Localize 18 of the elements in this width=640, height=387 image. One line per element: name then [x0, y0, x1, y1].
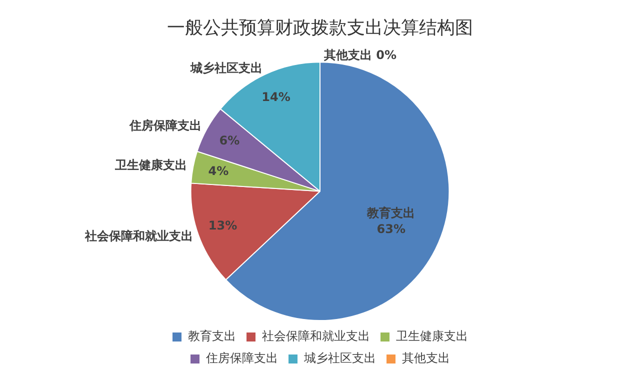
legend-label: 教育支出 — [188, 329, 236, 344]
legend-label: 其他支出 — [402, 351, 450, 366]
legend-label: 卫生健康支出 — [396, 329, 468, 344]
slice-label: 住房保障支出 — [128, 118, 202, 132]
data-label: 6% — [219, 134, 240, 148]
category-label: 其他支出 0% — [324, 48, 397, 62]
data-label: 63% — [376, 222, 406, 236]
legend-label: 住房保障支出 — [205, 351, 278, 366]
legend-label: 城乡社区支出 — [303, 351, 376, 366]
slice-label: 城乡社区支出 — [189, 61, 262, 76]
slice-label: 教育支出 — [366, 206, 416, 220]
slice-label: 社会保障和就业支出 — [84, 229, 193, 244]
slice-label: 卫生健康支出 — [114, 158, 188, 172]
data-label: 4% — [208, 164, 229, 178]
legend-label: 社会保障和就业支出 — [262, 329, 370, 344]
data-label: 13% — [208, 218, 238, 232]
data-label: 14% — [262, 90, 290, 104]
chart-title: 一般公共预算财政拨款支出决算结构图 — [167, 17, 473, 38]
